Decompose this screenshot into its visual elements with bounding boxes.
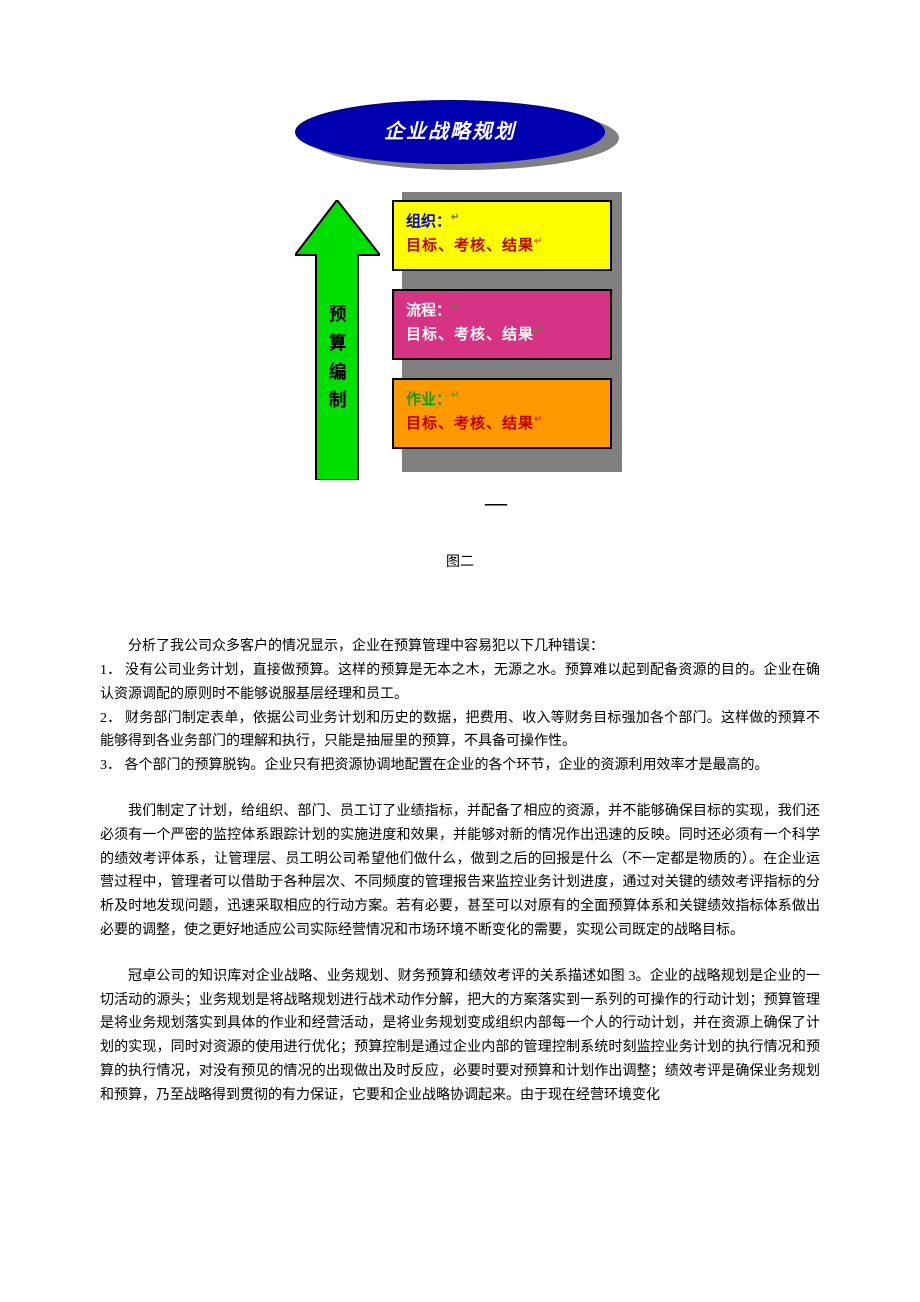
knowledge-base-paragraph: 冠卓公司的知识库对企业战略、业务规划、财务预算和绩效考评的关系描述如图 3。企业…	[100, 965, 820, 1108]
box2-title: 流程：	[406, 302, 451, 319]
diagram-endmark: —	[485, 484, 625, 521]
box1-title: 组织：	[406, 213, 451, 230]
oval-label: 企业战略规划	[384, 115, 516, 149]
box-organization: 组织：↵ 目标、考核、结果↵	[392, 200, 612, 271]
budget-diagram: 企业战略规划 预 算 编 制 组织：↵ 目标、考核、结	[295, 100, 625, 521]
box3-title: 作业：	[406, 391, 451, 408]
monitoring-paragraph: 我们制定了计划，给组织、部门、员工订了业绩指标，并配备了相应的资源，并不能够确保…	[100, 800, 820, 943]
boxes-column: 组织：↵ 目标、考核、结果↵ 流程：↵ 目标、考核、结果↵ 作业：↵	[392, 200, 625, 480]
arrow-char-2: 算	[295, 329, 380, 358]
box2-body: 目标、考核、结果	[406, 326, 534, 343]
box3-body: 目标、考核、结果	[406, 415, 534, 432]
arrow-column: 预 算 编 制	[295, 200, 380, 480]
oval: 企业战略规划	[295, 100, 605, 164]
figure-caption: 图二	[100, 551, 820, 575]
error-item-3: 3． 各个部门的预算脱钩。企业只有把资源协调地配置在企业的各个环节，企业的资源利…	[100, 754, 820, 778]
error-item-2: 2． 财务部门制定表单，依据公司业务计划和历史的数据，把费用、收入等财务目标强加…	[100, 707, 820, 755]
monitoring-section: 我们制定了计划，给组织、部门、员工订了业绩指标，并配备了相应的资源，并不能够确保…	[100, 800, 820, 943]
box-process: 流程：↵ 目标、考核、结果↵	[392, 289, 612, 360]
box1-body: 目标、考核、结果	[406, 237, 534, 254]
arrow-char-4: 制	[295, 386, 380, 415]
knowledge-base-section: 冠卓公司的知识库对企业战略、业务规划、财务预算和绩效考评的关系描述如图 3。企业…	[100, 965, 820, 1108]
arrow-char-1: 预	[295, 300, 380, 329]
oval-header: 企业战略规划	[295, 100, 625, 172]
error-item-1: 1． 没有公司业务计划，直接做预算。这样的预算是无本之木，无源之水。预算难以起到…	[100, 659, 820, 707]
intro-paragraph: 分析了我公司众多客户的情况显示，企业在预算管理中容易犯以下几种错误：	[100, 635, 820, 659]
box-operation: 作业：↵ 目标、考核、结果↵	[392, 378, 612, 449]
arrow-label: 预 算 编 制	[295, 300, 380, 415]
arrow-char-3: 编	[295, 358, 380, 387]
diagram-body: 预 算 编 制 组织：↵ 目标、考核、结果↵ 流程：↵	[295, 200, 625, 480]
errors-section: 分析了我公司众多客户的情况显示，企业在预算管理中容易犯以下几种错误： 1． 没有…	[100, 635, 820, 778]
